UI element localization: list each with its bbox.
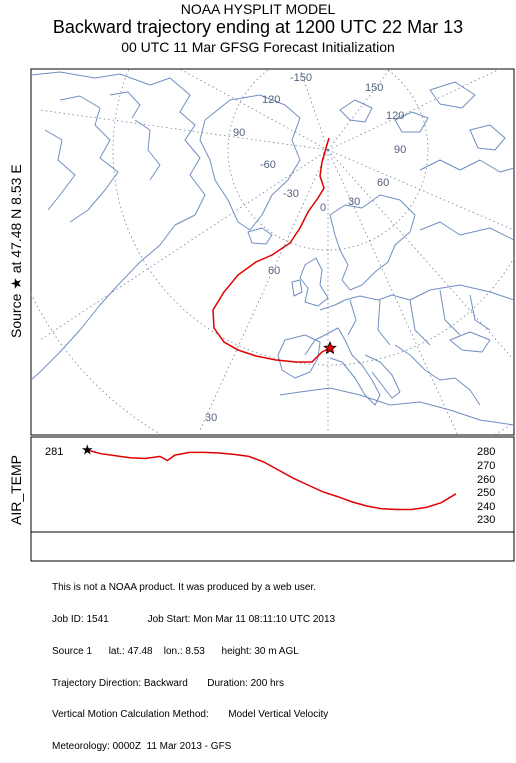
job-id-text: Job ID: 1541 Job Start: Mon Mar 11 08:11… [52,613,336,625]
lon-label: 120 [262,94,280,106]
map-labels: -150 150 120 120 90 90 -60 60 -30 30 0 6… [205,72,406,424]
job-info: This is not a NOAA product. It was produ… [52,562,335,763]
y-tick-label: 250 [477,487,495,499]
lon-label: -60 [260,159,276,171]
source-star-icon: ★ [81,443,94,459]
blank-panel-frame [30,531,515,562]
y-tick-label: 270 [477,460,495,472]
meteo-axis: AIR_TEMP [8,455,24,525]
lon-label: -30 [283,188,299,200]
y-tick-label: 280 [477,446,495,458]
meteo-ticks: 280 270 260 250 240 230 281 [45,446,495,526]
meteo-variable-label: AIR_TEMP [8,455,24,525]
trajectory-line [212,137,331,363]
source-star-icon [323,340,337,355]
air-temp-series: ★ [81,443,457,511]
source-axis-label: Source ★ at 47.48 N 8.53 E [8,164,24,338]
map-panel-frame [30,68,515,436]
page-title: Backward trajectory ending at 1200 UTC 2… [52,17,464,37]
y-tick-label: 230 [477,514,495,526]
y-tick-label: 260 [477,474,495,486]
trajectory-direction-text: Trajectory Direction: Backward Duration:… [52,677,284,689]
lon-label: 0 [320,202,326,214]
vertical-motion-text: Vertical Motion Calculation Method: Mode… [52,709,329,721]
lon-label: 90 [394,144,406,156]
lat-label: 30 [205,412,217,424]
y-tick-label: 240 [477,501,495,513]
meteo-panel-frame [30,436,515,533]
trajectory-figure: -150 150 120 120 90 90 -60 60 -30 30 0 6… [30,68,515,562]
start-value-label: 281 [45,446,63,458]
meteorology-text: Meteorology: 0000Z 11 Mar 2013 - GFS [52,741,232,753]
lon-label: 60 [377,177,389,189]
air-temp-line [85,448,457,511]
lon-label: -150 [290,72,312,84]
disclaimer-text: This is not a NOAA product. It was produ… [52,582,317,594]
latitude-circles [31,69,514,435]
lon-label: 120 [386,110,404,122]
coastlines [31,71,514,426]
meridian-lines [39,69,514,435]
model-name: NOAA HYSPLIT MODEL [180,1,336,17]
source-info-text: Source 1 lat.: 47.48 lon.: 8.53 height: … [52,645,299,657]
lon-label: 30 [348,196,360,208]
source-axis: Source ★ at 47.48 N 8.53 E [8,164,24,338]
lon-label: 90 [233,127,245,139]
page-subtitle: 00 UTC 11 Mar GFSG Forecast Initializati… [121,39,395,55]
lat-label: 60 [268,265,280,277]
lon-label: 150 [365,82,383,94]
